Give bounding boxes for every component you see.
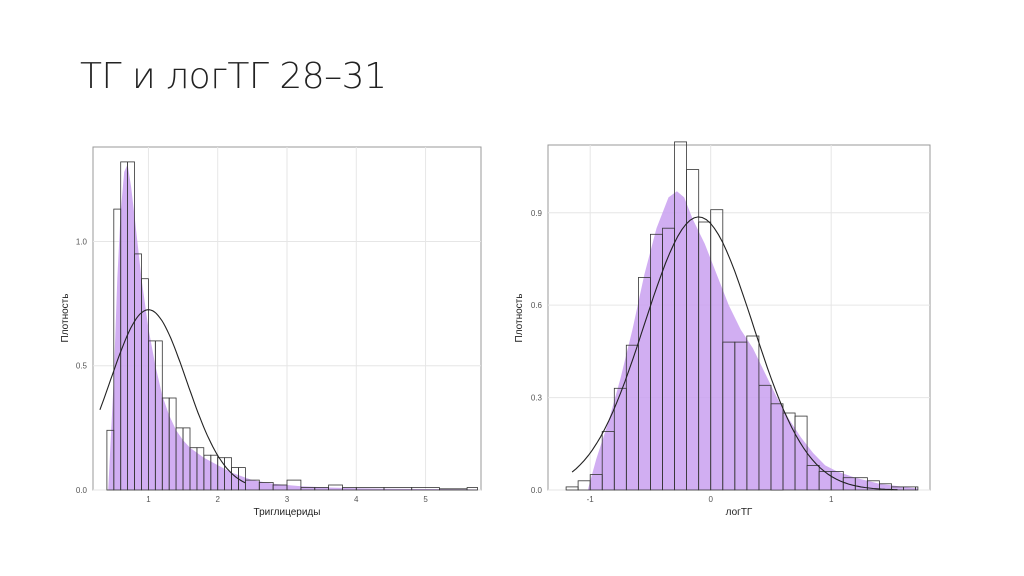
y-tick-label: 0.0 [76,486,88,495]
x-axis-title: Триглицериды [254,507,321,518]
y-tick-label: 0.5 [76,362,88,371]
y-tick-labels: 0.0 0.3 0.6 0.9 [531,209,543,495]
normal-curve-layer [99,309,246,484]
chart-log-triglycerides: -1 0 1 0.0 0.3 0.6 0.9 логТГ Плотность [514,141,931,518]
x-tick-label: 0 [708,495,713,504]
x-tick-label: 4 [354,495,359,504]
x-tick-labels: -1 0 1 [587,495,834,504]
slide-title: ТГ и логТГ 28–31 [80,56,387,97]
histogram-bar [915,486,919,491]
histogram-bar [286,479,302,491]
x-tick-label: 1 [829,495,834,504]
y-tick-label: 0.0 [531,486,543,495]
density-area [108,164,478,490]
y-tick-label: 0.6 [531,301,543,310]
chart-triglycerides: 1 2 3 4 5 0.0 0.5 1.0 Триглицериды Плотность [60,146,482,518]
histogram-bars [565,141,919,491]
y-axis-title: Плотность [60,294,71,343]
x-tick-label: 1 [146,495,151,504]
x-tick-labels: 1 2 3 4 5 [146,495,428,504]
x-tick-label: 2 [215,495,220,504]
normal-curve [99,309,246,484]
x-axis-title: логТГ [726,507,753,518]
normal-curve [571,216,898,491]
y-tick-label: 1.0 [76,237,88,246]
y-axis-title: Плотность [514,294,525,343]
y-tick-labels: 0.0 0.5 1.0 [76,237,88,495]
y-tick-label: 0.9 [531,209,543,218]
histogram-bar [466,487,478,491]
y-tick-label: 0.3 [531,394,543,403]
density-layer [108,164,478,490]
normal-curve-layer [571,216,898,491]
density-layer [587,191,918,490]
density-area [587,191,918,490]
x-tick-label: 3 [285,495,290,504]
x-tick-label: 5 [423,495,428,504]
x-tick-label: -1 [587,495,595,504]
